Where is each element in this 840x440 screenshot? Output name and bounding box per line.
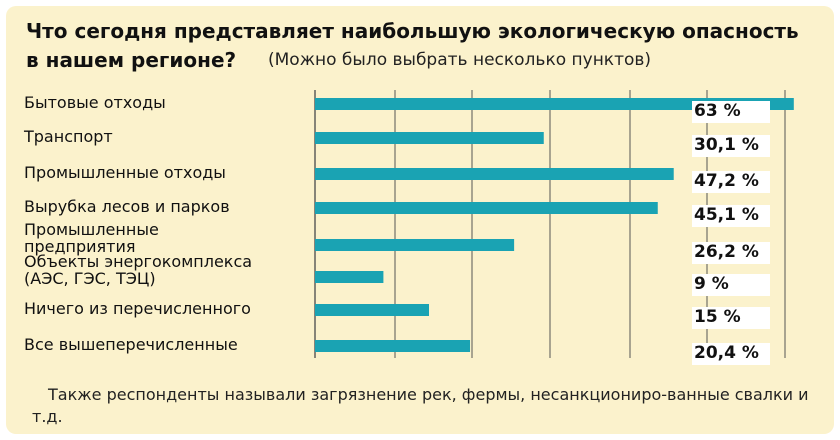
value-label: 30,1 % [694,135,759,155]
value-label-background [692,101,770,123]
chart-title-line-1: Что сегодня представляет наибольшую экол… [26,19,799,43]
value-label: 9 % [694,274,729,294]
value-label: 15 % [694,307,741,327]
bar [315,168,674,180]
value-label-background [692,171,770,193]
category-label: Промышленные предприятия [24,221,159,255]
value-label-background [692,135,770,157]
value-label: 63 % [694,101,741,121]
category-label-line: Объекты энергокомплекса [24,252,253,271]
category-label: Промышленные отходы [24,164,226,181]
category-label-line: предприятия [24,237,136,256]
bar [315,304,429,316]
category-label-line: Бытовые отходы [24,93,166,112]
chart-title-line-2: в нашем регионе? [26,48,237,72]
bar [315,98,794,110]
category-label-line: Промышленные отходы [24,163,226,182]
value-label-background [692,307,770,329]
category-label-line: Ничего из перечисленного [24,299,251,318]
bar [315,132,544,144]
bar [315,271,384,283]
category-label-line: Вырубка лесов и парков [24,197,230,216]
value-label: 47,2 % [694,171,759,191]
category-label: Бытовые отходы [24,94,166,111]
footnote: Также респонденты называли загрязнение р… [32,385,809,426]
value-label: 26,2 % [694,242,759,262]
bar [315,202,658,214]
category-label: Вырубка лесов и парков [24,198,230,215]
bar-plot [314,90,794,365]
value-label-background [692,205,770,227]
bar [315,239,515,251]
value-label-background [692,242,770,264]
value-label: 45,1 % [694,205,759,225]
category-label: Ничего из перечисленного [24,300,251,317]
category-label-line: Промышленные [24,220,159,239]
category-label: Объекты энергокомплекса (АЭС, ГЭС, ТЭЦ) [24,253,252,287]
bar [315,340,471,352]
category-label-line: Все вышеперечисленные [24,335,238,354]
category-label: Все вышеперечисленные [24,336,238,353]
value-label-background [692,343,770,365]
value-label-background [692,274,770,296]
category-label: Транспорт [24,128,113,145]
chart-subtitle: (Можно было выбрать несколько пунктов) [268,50,652,70]
value-label: 20,4 % [694,343,759,363]
chart-panel: Что сегодня представляет наибольшую экол… [6,6,834,434]
category-label-line: (АЭС, ГЭС, ТЭЦ) [24,269,156,288]
category-label-line: Транспорт [24,127,113,146]
